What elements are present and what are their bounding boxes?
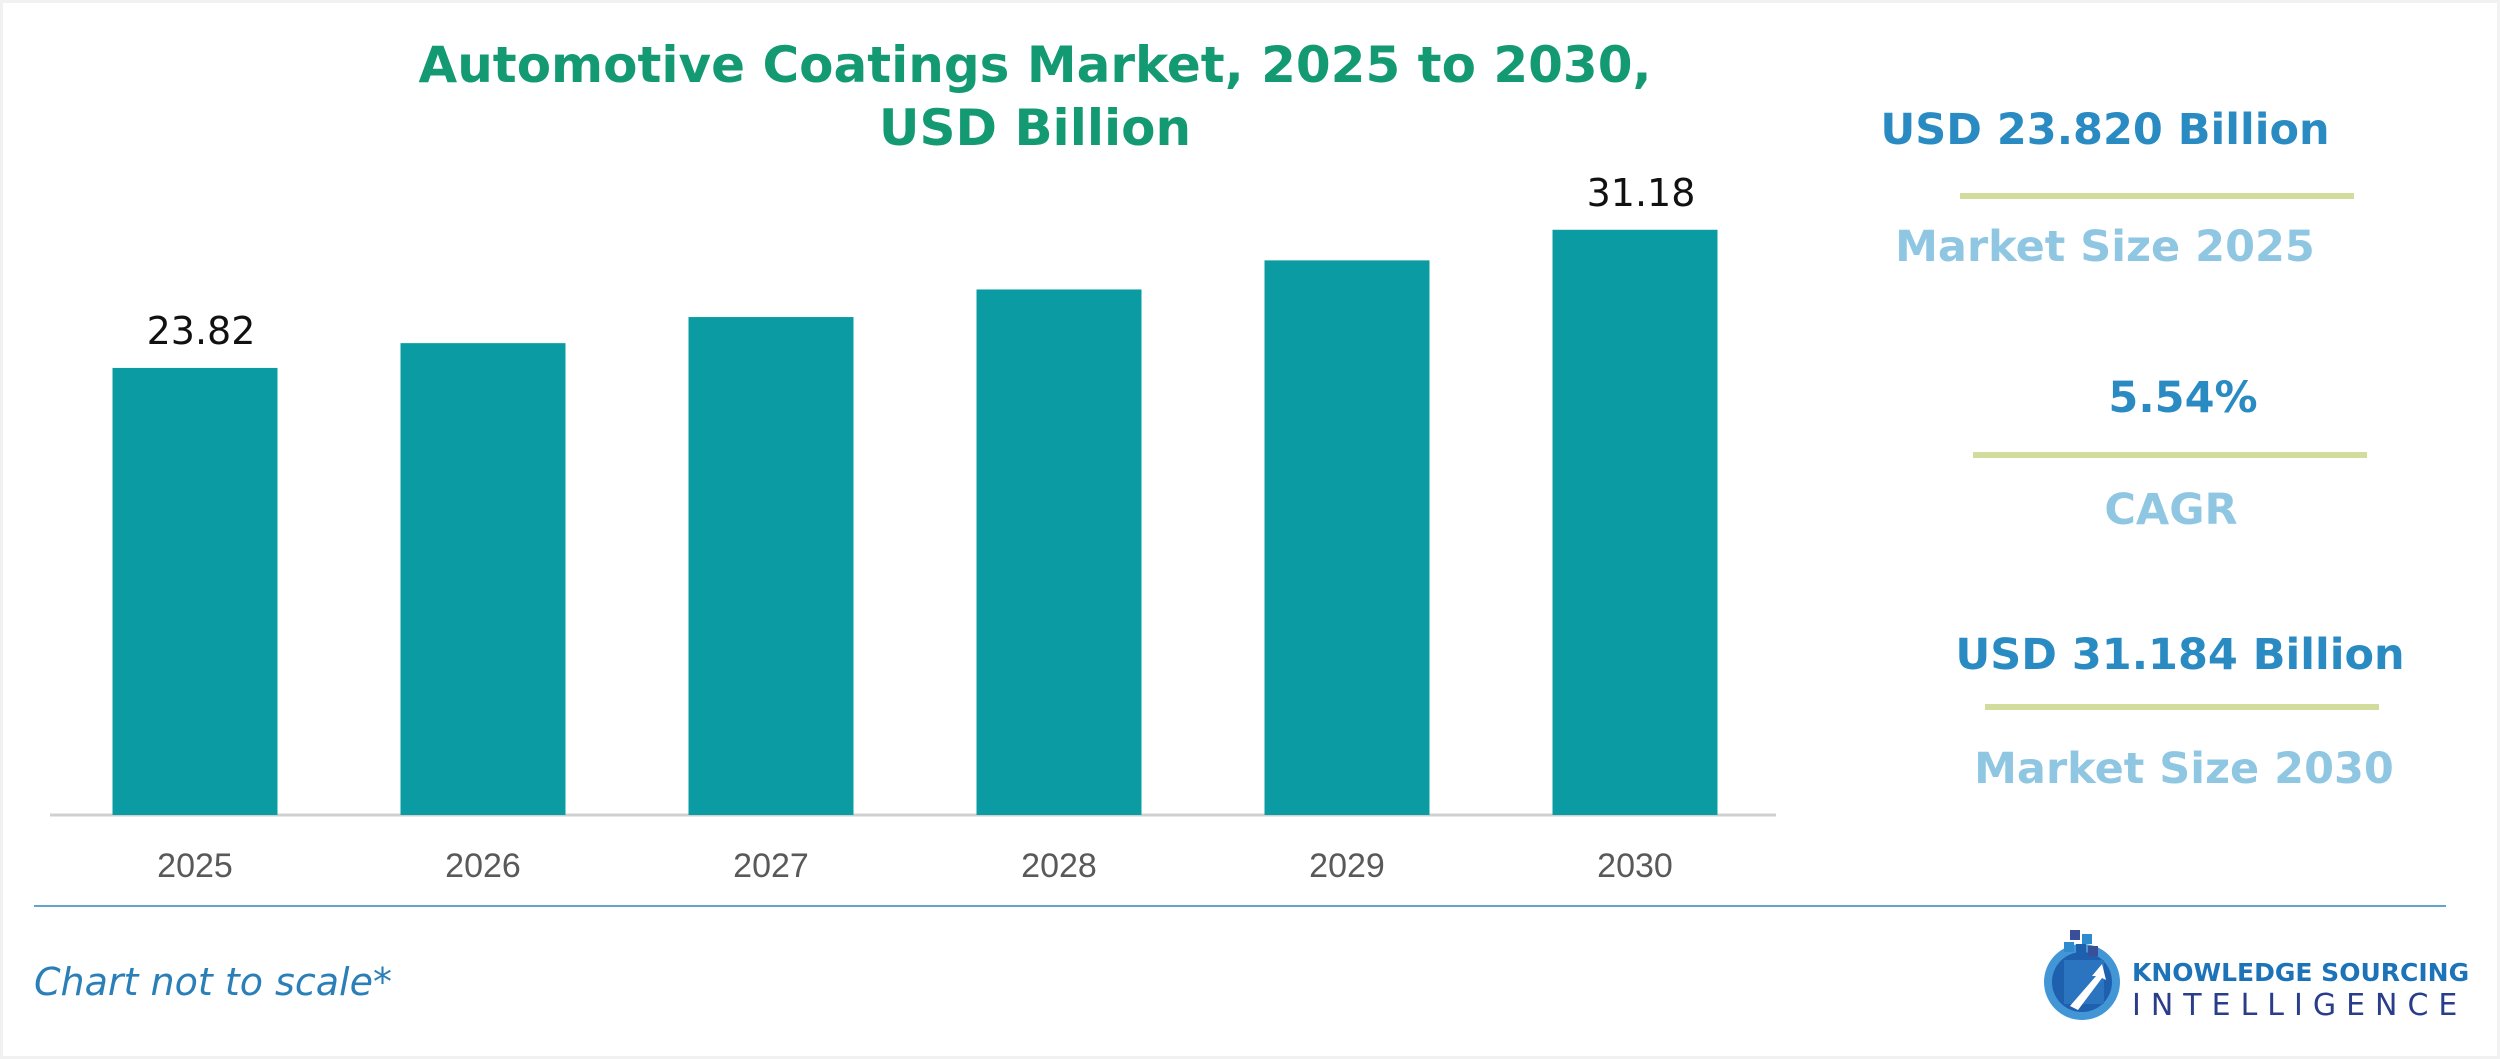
logo-text-line-2: INTELLIGENCE [2132, 988, 2468, 1023]
data-label-2025: 23.82 [147, 309, 256, 353]
bar-2027 [688, 317, 854, 815]
stat-caption-market-size-2025: Market Size 2025 [1895, 222, 2315, 272]
stat-divider [1985, 704, 2379, 710]
footnote: Chart not to scale* [34, 960, 392, 1004]
knowledge-sourcing-logo [2044, 930, 2120, 1020]
x-tick-label-2025: 2025 [157, 847, 233, 885]
stat-divider [1973, 452, 2367, 458]
data-label-2030: 31.18 [1587, 171, 1696, 215]
stat-divider [1960, 193, 2354, 199]
stat-value-market-size-2030: USD 31.184 Billion [1955, 630, 2405, 680]
stat-caption-market-size-2030: Market Size 2030 [1974, 744, 2394, 794]
chart-title: Automotive Coatings Market, 2025 to 2030… [250, 34, 1820, 160]
logo-text-line-1: KNOWLEDGE SOURCING [2132, 958, 2470, 987]
chart-title-line-2: USD Billion [878, 99, 1192, 157]
x-tick-label-2030: 2030 [1597, 847, 1673, 885]
stat-value-market-size-2025: USD 23.820 Billion [1880, 105, 2330, 155]
bar-2025 [112, 367, 278, 815]
logo-mark-icon [2044, 930, 2120, 1020]
bar-2026 [400, 343, 566, 815]
x-tick-label-2027: 2027 [733, 847, 809, 885]
x-tick-label-2026: 2026 [445, 847, 521, 885]
x-tick-label-2028: 2028 [1021, 847, 1097, 885]
bar-2029 [1264, 260, 1430, 815]
bar-2030 [1552, 229, 1718, 815]
chart-title-line-1: Automotive Coatings Market, 2025 to 2030… [418, 36, 1652, 94]
bar-2028 [976, 289, 1142, 815]
stat-value-cagr: 5.54% [2108, 373, 2258, 423]
x-tick-label-2029: 2029 [1309, 847, 1385, 885]
bar-chart: 2025 23.82 2026 2027 2028 2029 2030 31.18 [50, 171, 1776, 885]
stat-caption-cagr: CAGR [2104, 485, 2238, 535]
footer-divider [34, 905, 2446, 907]
